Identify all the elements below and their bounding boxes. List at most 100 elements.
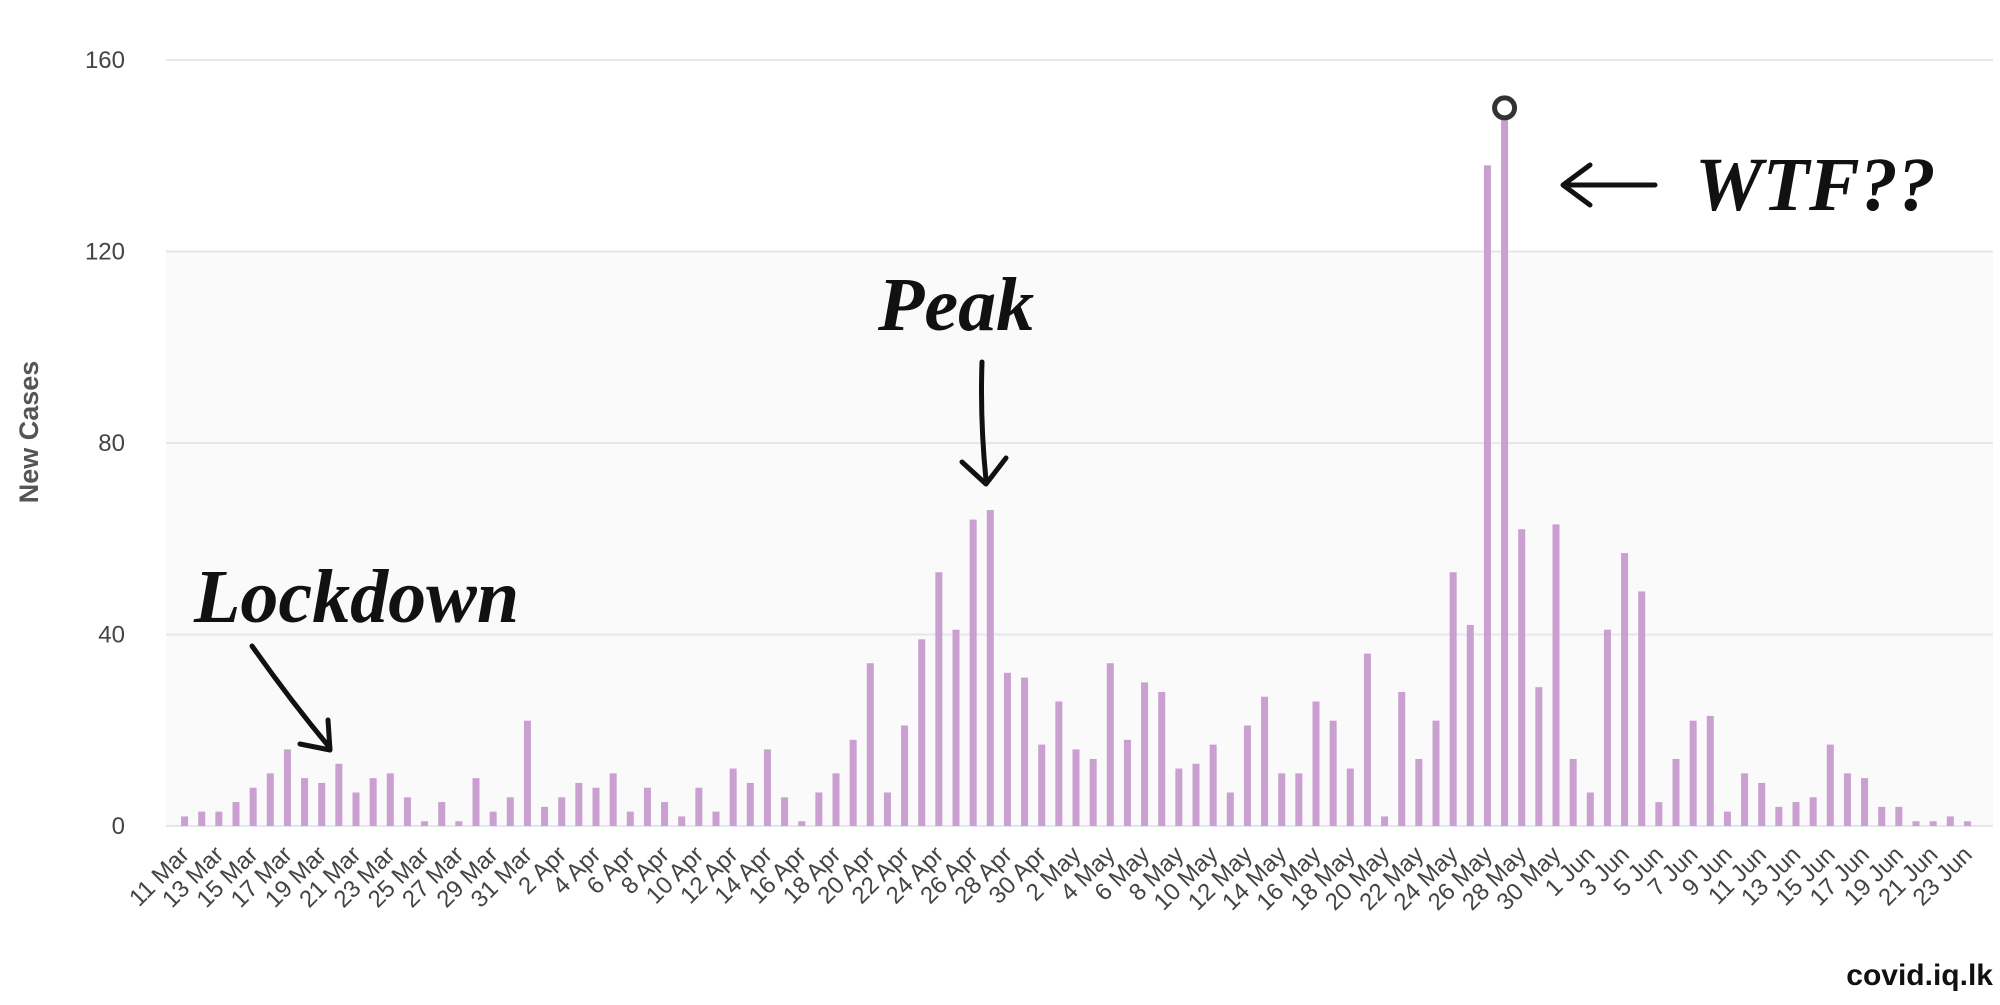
bar: [1089, 758, 1097, 826]
bar: [901, 725, 909, 826]
bar: [1586, 792, 1594, 826]
bar: [1672, 758, 1680, 826]
y-tick-label: 120: [85, 239, 125, 266]
bar: [935, 572, 943, 826]
bar: [866, 663, 874, 826]
bar: [1158, 691, 1166, 826]
bar: [1569, 758, 1577, 826]
bar: [266, 773, 274, 826]
bar: [1243, 725, 1251, 826]
bar: [643, 787, 651, 826]
bar: [849, 739, 857, 826]
bar: [1603, 629, 1611, 826]
bar: [626, 811, 634, 826]
bar: [1843, 773, 1851, 826]
bar: [523, 720, 531, 826]
bar: [661, 802, 669, 826]
bar: [1809, 797, 1817, 826]
bar: [489, 811, 497, 826]
bar: [1003, 672, 1011, 826]
bar: [952, 629, 960, 826]
bar: [283, 749, 291, 826]
bar: [918, 639, 926, 826]
bar: [1655, 802, 1663, 826]
bar: [1363, 653, 1371, 826]
bar: [609, 773, 617, 826]
bar: [1449, 572, 1457, 826]
bar: [1381, 816, 1389, 826]
bar: [506, 797, 514, 826]
bar: [969, 519, 977, 826]
y-tick-label: 160: [85, 47, 125, 74]
bar: [1021, 677, 1029, 826]
bar: [1072, 749, 1080, 826]
bar: [249, 787, 257, 826]
bar: [1038, 744, 1046, 826]
bar: [1706, 715, 1714, 826]
bar: [438, 802, 446, 826]
bar: [1826, 744, 1834, 826]
bar: [1432, 720, 1440, 826]
bar: [1535, 687, 1543, 826]
bar: [1929, 821, 1937, 826]
bar: [832, 773, 840, 826]
bar: [1466, 624, 1474, 826]
bar: [1758, 782, 1766, 826]
bar: [1518, 529, 1526, 826]
bar: [1946, 816, 1954, 826]
bar: [678, 816, 686, 826]
bar: [1312, 701, 1320, 826]
bar: [746, 782, 754, 826]
annotation: Lockdown: [193, 555, 519, 639]
arrow: [959, 359, 1009, 487]
bar: [403, 797, 411, 826]
bar: [883, 792, 891, 826]
bar: [1895, 806, 1903, 826]
bar: [815, 792, 823, 826]
bar: [1346, 768, 1354, 826]
bar: [1723, 811, 1731, 826]
bar: [335, 763, 343, 826]
bar: [1775, 806, 1783, 826]
bar: [386, 773, 394, 826]
bar: [1621, 553, 1629, 826]
bar: [1398, 691, 1406, 826]
bar: [472, 778, 480, 826]
bar: [1175, 768, 1183, 826]
bar: [1912, 821, 1920, 826]
bar: [369, 778, 377, 826]
source: covid.iq.lk: [1846, 959, 1993, 992]
annotation: WTF??: [1695, 143, 1936, 227]
bar: [763, 749, 771, 826]
bar: [1741, 773, 1749, 826]
y-tick-label: 40: [98, 622, 125, 649]
bar: [1123, 739, 1131, 826]
bar: [1415, 758, 1423, 826]
bar: [1106, 663, 1114, 826]
plot-background: [166, 59, 1993, 827]
bar: [1192, 763, 1200, 826]
bar: [318, 782, 326, 826]
bar: [1501, 107, 1509, 826]
y-tick-label: 0: [112, 813, 125, 840]
peak-marker: [1492, 95, 1518, 121]
bar: [1689, 720, 1697, 826]
bar: [352, 792, 360, 826]
y-tick-label: 80: [98, 430, 125, 457]
arrow: [249, 643, 333, 753]
bar: [558, 797, 566, 826]
bar: [1329, 720, 1337, 826]
annotation: Peak: [877, 263, 1034, 347]
bar: [1552, 524, 1560, 826]
bar: [781, 797, 789, 826]
bar: [1295, 773, 1303, 826]
bar: [181, 816, 189, 826]
bar: [729, 768, 737, 826]
bar: [541, 806, 549, 826]
bar: [1792, 802, 1800, 826]
arrow: [1560, 162, 1658, 208]
bar: [1963, 821, 1971, 826]
plot-band: [166, 251, 1993, 826]
bar: [695, 787, 703, 826]
